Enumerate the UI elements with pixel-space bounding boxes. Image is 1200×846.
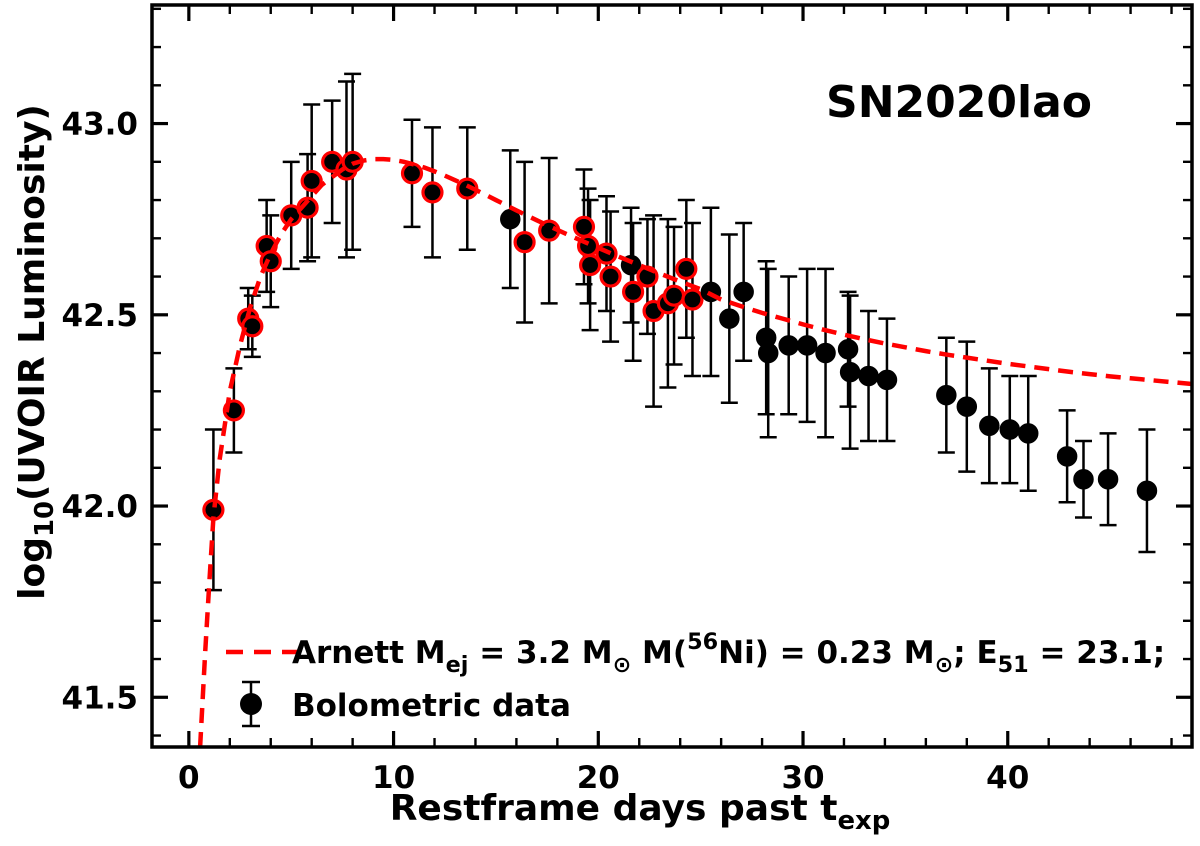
data-point bbox=[400, 162, 424, 185]
data-point bbox=[300, 169, 323, 193]
legend-marker-circle bbox=[240, 693, 262, 715]
y-tick-label: 41.5 bbox=[62, 680, 139, 716]
tick-labels: 0 10 20 30 40 41.5 42.0 42.5 43.0 bbox=[62, 107, 1030, 796]
data-point bbox=[675, 257, 698, 281]
data-point bbox=[241, 315, 264, 338]
data-point bbox=[1017, 423, 1039, 444]
y-tick-label: 42.0 bbox=[62, 489, 139, 525]
data-point bbox=[796, 335, 818, 356]
y-tick-label: 43.0 bbox=[62, 107, 139, 143]
data-point bbox=[839, 361, 861, 383]
data-point bbox=[956, 396, 978, 417]
data-point bbox=[757, 342, 779, 364]
data-point bbox=[572, 215, 596, 238]
data-point bbox=[662, 284, 686, 307]
arnett-model-curve bbox=[197, 156, 1193, 748]
data-point bbox=[979, 415, 1000, 436]
data-point bbox=[513, 231, 536, 254]
y-tick-label: 42.5 bbox=[62, 298, 139, 334]
data-point bbox=[579, 253, 602, 277]
x-axis-label: Restframe days past texp bbox=[390, 788, 891, 836]
data-point bbox=[778, 335, 799, 356]
x-tick-label: 10 bbox=[372, 760, 415, 796]
data-point bbox=[622, 280, 645, 303]
y-axis-label: log10(UVOIR Luminosity) bbox=[12, 104, 60, 600]
legend-arnett-label: Arnett Mej = 3.2 M⊙ M(56Ni) = 0.23 M⊙; E… bbox=[292, 629, 1165, 678]
x-tick-label: 30 bbox=[781, 760, 824, 796]
data-point bbox=[1056, 446, 1078, 467]
bolometric-data-points bbox=[202, 150, 1158, 521]
data-point bbox=[719, 308, 740, 329]
plot-frame bbox=[150, 3, 1194, 749]
data-point bbox=[1073, 469, 1094, 490]
data-point bbox=[837, 338, 859, 360]
model-dashed-curve bbox=[197, 156, 1193, 748]
data-point bbox=[858, 365, 879, 387]
data-point bbox=[681, 288, 704, 311]
data-point bbox=[936, 384, 957, 406]
data-point bbox=[999, 419, 1021, 440]
x-tick-label: 20 bbox=[577, 760, 620, 796]
legend-marker-sample bbox=[240, 680, 262, 728]
data-point bbox=[599, 265, 622, 288]
data-point bbox=[876, 369, 898, 391]
error-bars bbox=[204, 72, 1156, 592]
data-point bbox=[733, 281, 754, 303]
data-point bbox=[421, 181, 444, 204]
data-point bbox=[1136, 480, 1158, 501]
legend: Arnett Mej = 3.2 M⊙ M(56Ni) = 0.23 M⊙; E… bbox=[226, 629, 1165, 728]
chart-title: SN2020lao bbox=[826, 77, 1092, 128]
legend-bolometric-label: Bolometric data bbox=[292, 688, 571, 724]
x-tick-label: 40 bbox=[986, 760, 1029, 796]
data-point bbox=[815, 342, 836, 364]
x-tick-label: 0 bbox=[178, 760, 200, 796]
data-point bbox=[1097, 469, 1119, 490]
